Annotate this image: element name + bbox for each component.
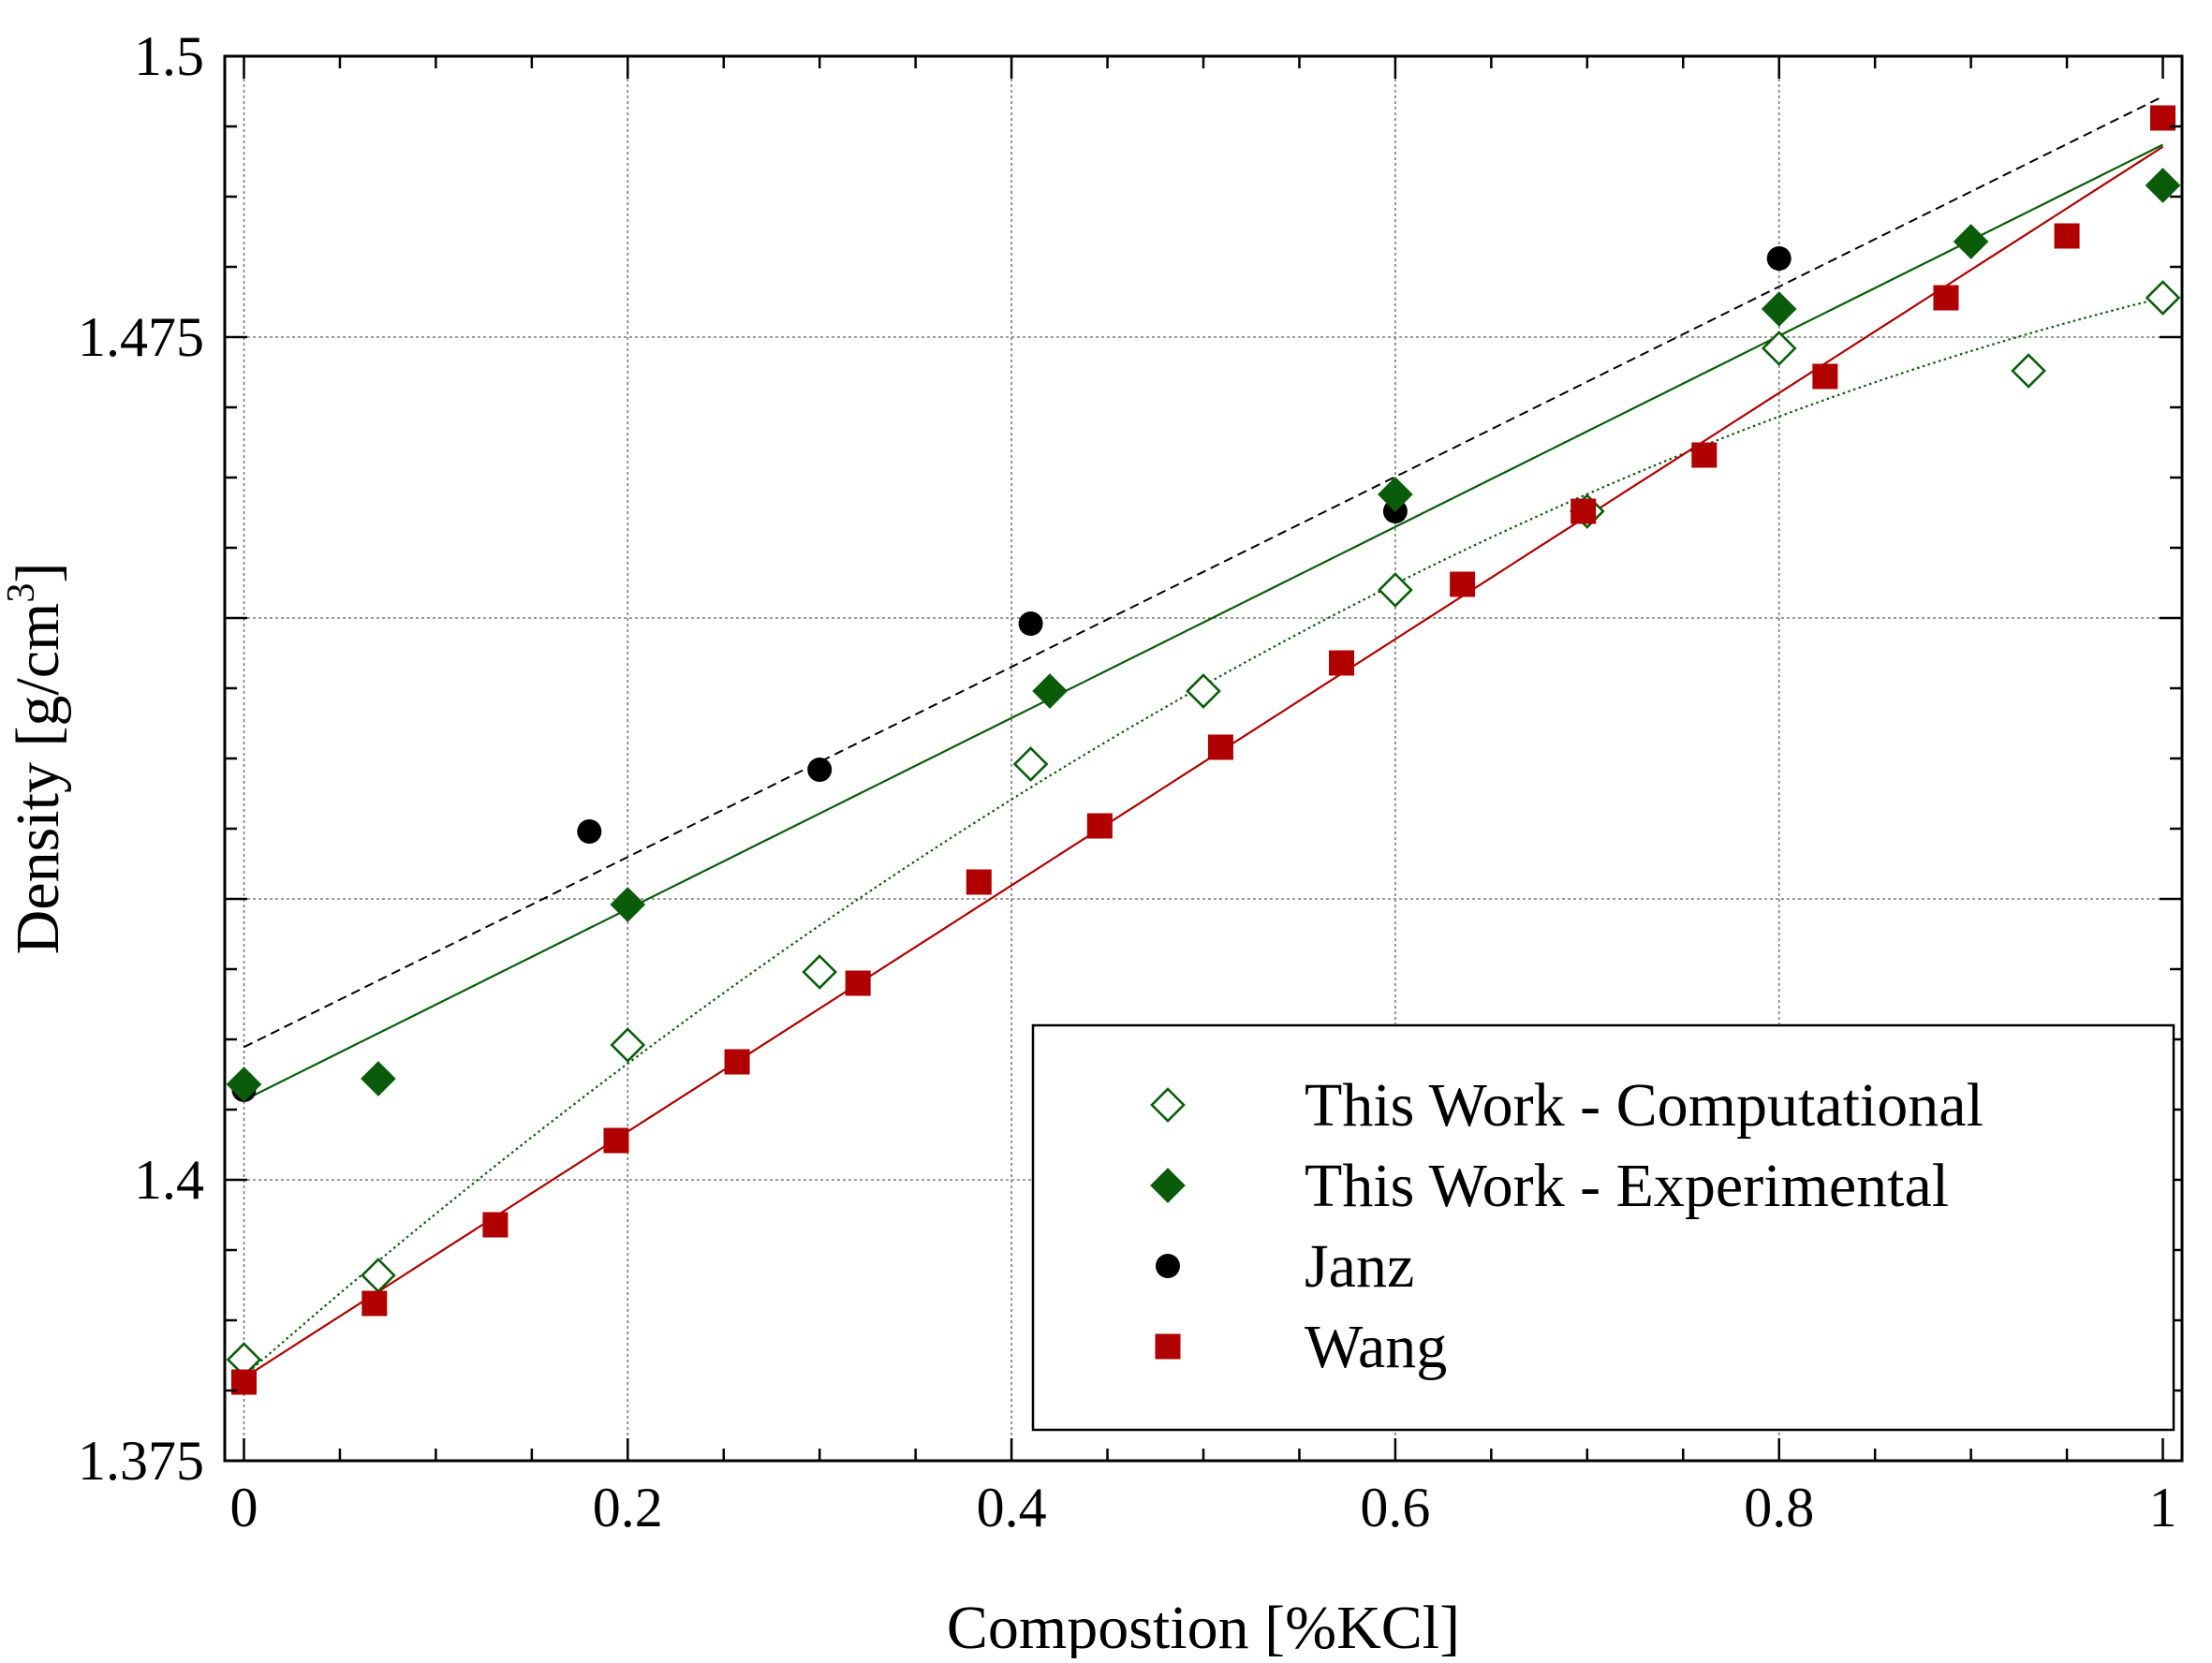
data-point (1450, 571, 1476, 597)
data-point (1761, 331, 1797, 366)
legend-label: This Work - Computational (1305, 1071, 1983, 1140)
data-point (845, 970, 871, 996)
data-point (603, 1127, 629, 1154)
x-tick-label: 0 (229, 1477, 258, 1538)
legend-label: This Work - Experimental (1305, 1152, 1949, 1220)
data-point (1207, 734, 1233, 760)
data-point (802, 954, 838, 990)
x-tick-label: 0.6 (1360, 1477, 1430, 1538)
fit-line (243, 296, 2163, 1377)
data-point (2011, 353, 2046, 389)
axis-ticks (225, 54, 2182, 1463)
x-tick-label: 1 (2149, 1477, 2177, 1538)
legend-marker (1150, 1168, 1186, 1203)
data-point (1812, 363, 1838, 390)
data-point (361, 1290, 388, 1317)
data-point (2145, 280, 2181, 316)
data-point (2145, 168, 2181, 203)
legend-label: Wang (1305, 1313, 1447, 1381)
fit-lines (243, 96, 2164, 1379)
data-point (1012, 746, 1049, 782)
y-axis-title: Density [g/cm3] (0, 563, 72, 955)
fit-line (243, 145, 2164, 1379)
data-point (1378, 477, 1413, 512)
data-point (1761, 291, 1797, 327)
legend: This Work - Computational This Work - Exp… (1031, 1023, 2175, 1432)
data-point (482, 1212, 509, 1238)
legend-marker (1155, 1333, 1181, 1360)
data-point (1186, 673, 1221, 709)
legend-marker (1150, 1087, 1186, 1123)
y-tick-label: 1.375 (78, 1430, 204, 1492)
x-tick-label: 0.4 (977, 1477, 1047, 1538)
legend-box (1031, 1023, 2175, 1432)
data-point (1766, 246, 1792, 271)
data-point (1571, 498, 1597, 524)
data-point (724, 1049, 750, 1075)
data-point (1691, 442, 1718, 468)
y-tick-label: 1.4 (134, 1149, 204, 1211)
tick-labels: 0 0.2 0.4 0.6 0.8 1 1.375 1.4 1.475 1.5 (78, 25, 2177, 1538)
data-markers (226, 105, 2181, 1395)
data-point (1378, 572, 1413, 608)
x-axis-title: Compostion [%KCl] (947, 1594, 1460, 1658)
data-point (610, 1027, 646, 1063)
data-point (1933, 285, 1959, 311)
data-point (1018, 611, 1043, 636)
x-tick-label: 0.8 (1744, 1477, 1814, 1538)
data-point (1032, 673, 1068, 709)
data-point (966, 869, 992, 895)
fit-line (243, 143, 2164, 1101)
data-point (1953, 224, 1989, 259)
data-point (1329, 650, 1355, 676)
legend-label: Janz (1305, 1232, 1414, 1301)
x-tick-label: 0.2 (593, 1477, 663, 1538)
legend-marker (1156, 1254, 1180, 1278)
fit-line (243, 96, 2163, 1049)
data-point (807, 758, 833, 782)
data-point (1086, 813, 1113, 839)
data-point (577, 819, 602, 844)
data-point (2054, 223, 2080, 249)
y-tick-label: 1.475 (78, 306, 204, 368)
y-tick-label: 1.5 (134, 25, 204, 87)
data-point (610, 887, 646, 922)
data-point (361, 1061, 396, 1096)
y-axis-title-superscript: 3 (0, 583, 43, 603)
data-point (226, 1067, 262, 1102)
